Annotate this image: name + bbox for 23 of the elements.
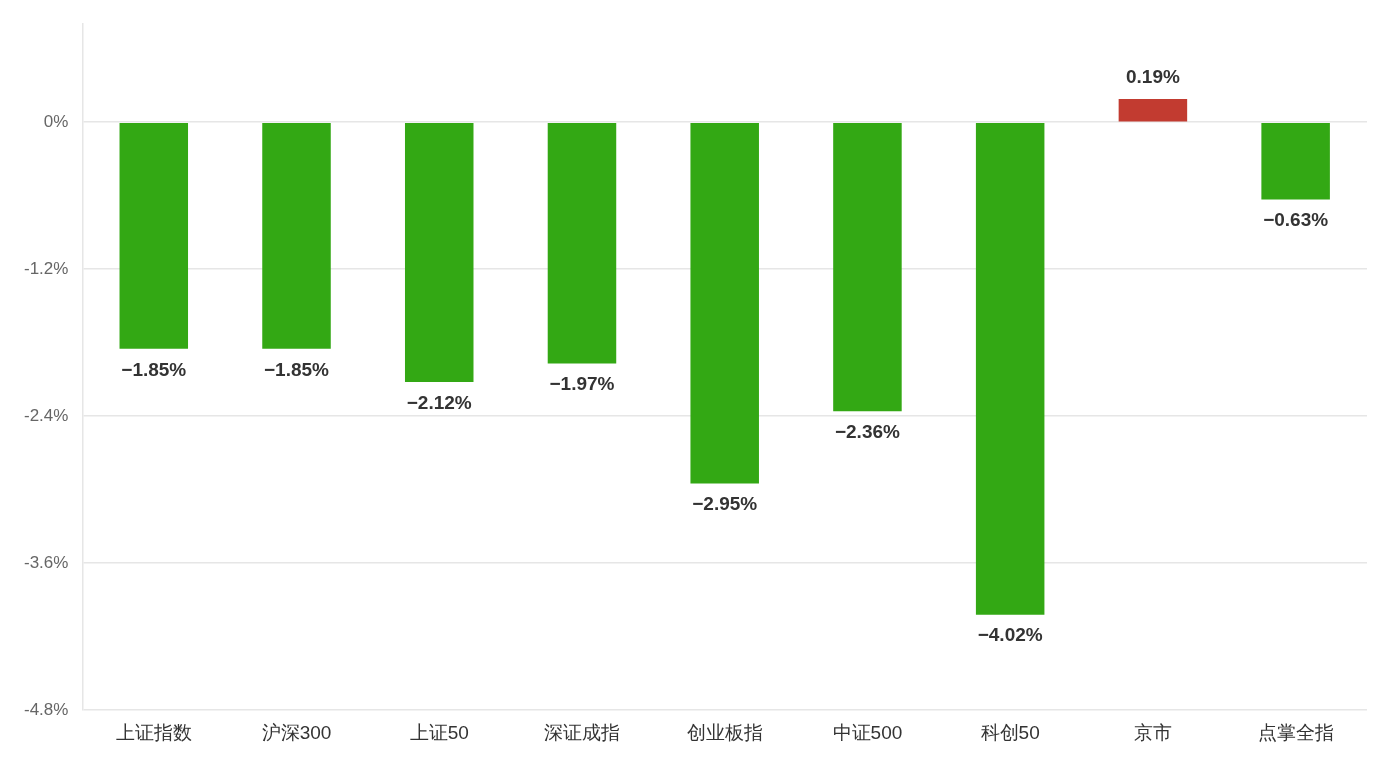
data-label: −2.95%: [692, 493, 758, 515]
data-label: −1.85%: [264, 358, 330, 380]
y-tick-label: 0%: [43, 111, 69, 131]
x-tick-label: 创业板指: [686, 721, 763, 743]
data-label: −2.36%: [834, 421, 901, 443]
x-tick-label: 中证500: [832, 721, 903, 743]
data-label: −2.12%: [406, 391, 472, 413]
data-label: −1.97%: [549, 373, 615, 395]
data-label: −0.63%: [1263, 209, 1329, 231]
data-label: 0.19%: [1125, 65, 1180, 87]
y-tick-label: -4.8%: [23, 699, 69, 719]
y-tick-label: -1.2%: [23, 258, 69, 278]
x-tick-label: 沪深300: [261, 721, 332, 743]
data-label: −4.02%: [977, 624, 1043, 646]
x-tick-label: 深证成指: [543, 721, 620, 743]
x-tick-label: 点掌全指: [1257, 721, 1334, 743]
y-tick-label: -2.4%: [23, 405, 69, 425]
x-tick-label: 京市: [1133, 721, 1172, 743]
x-tick-label: 上证50: [409, 721, 469, 743]
data-label: −1.85%: [121, 358, 187, 380]
x-tick-label: 上证指数: [115, 721, 192, 743]
x-tick-label: 科创50: [980, 721, 1040, 743]
y-tick-label: -3.6%: [23, 552, 69, 572]
